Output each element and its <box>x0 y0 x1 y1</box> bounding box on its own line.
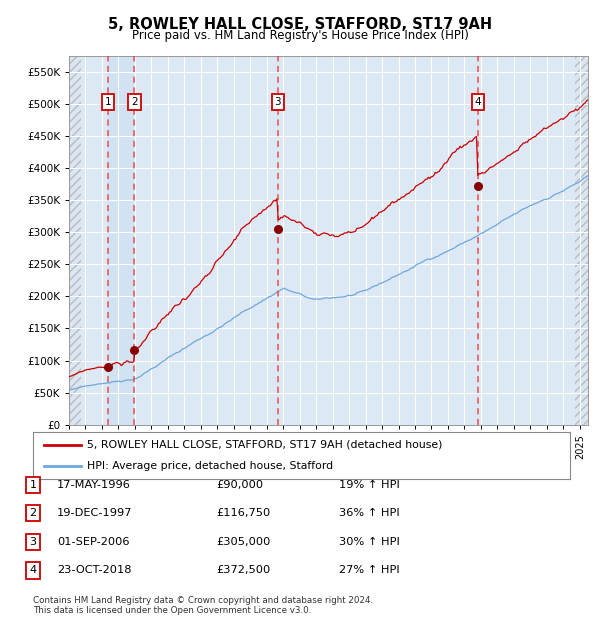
Text: £90,000: £90,000 <box>216 480 263 490</box>
Text: 01-SEP-2006: 01-SEP-2006 <box>57 537 130 547</box>
Text: 27% ↑ HPI: 27% ↑ HPI <box>339 565 400 575</box>
Text: Price paid vs. HM Land Registry's House Price Index (HPI): Price paid vs. HM Land Registry's House … <box>131 29 469 42</box>
Bar <box>108 56 134 425</box>
Text: £372,500: £372,500 <box>216 565 270 575</box>
Text: 3: 3 <box>274 97 281 107</box>
Bar <box>69 56 80 425</box>
Text: 17-MAY-1996: 17-MAY-1996 <box>57 480 131 490</box>
Text: 4: 4 <box>29 565 37 575</box>
Text: 19-DEC-1997: 19-DEC-1997 <box>57 508 133 518</box>
Text: 4: 4 <box>475 97 481 107</box>
Text: 3: 3 <box>29 537 37 547</box>
Text: 1: 1 <box>105 97 112 107</box>
Text: 2: 2 <box>131 97 138 107</box>
Text: £116,750: £116,750 <box>216 508 270 518</box>
Text: 2: 2 <box>29 508 37 518</box>
Bar <box>575 56 588 425</box>
Text: 30% ↑ HPI: 30% ↑ HPI <box>339 537 400 547</box>
Text: Contains HM Land Registry data © Crown copyright and database right 2024.
This d: Contains HM Land Registry data © Crown c… <box>33 596 373 615</box>
Text: 1: 1 <box>29 480 37 490</box>
Text: £305,000: £305,000 <box>216 537 271 547</box>
Text: 19% ↑ HPI: 19% ↑ HPI <box>339 480 400 490</box>
Text: HPI: Average price, detached house, Stafford: HPI: Average price, detached house, Staf… <box>86 461 333 471</box>
Text: 5, ROWLEY HALL CLOSE, STAFFORD, ST17 9AH (detached house): 5, ROWLEY HALL CLOSE, STAFFORD, ST17 9AH… <box>86 440 442 450</box>
Text: 5, ROWLEY HALL CLOSE, STAFFORD, ST17 9AH: 5, ROWLEY HALL CLOSE, STAFFORD, ST17 9AH <box>108 17 492 32</box>
Text: 23-OCT-2018: 23-OCT-2018 <box>57 565 131 575</box>
Text: 36% ↑ HPI: 36% ↑ HPI <box>339 508 400 518</box>
